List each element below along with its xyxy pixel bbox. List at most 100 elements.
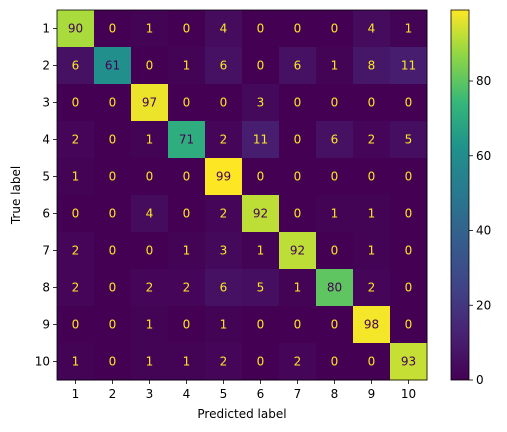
y-tick-label: 8	[42, 281, 50, 295]
cell-value-label: 1	[220, 318, 228, 332]
heatmap-cell	[131, 158, 169, 196]
cell-value-label: 0	[72, 207, 80, 221]
y-tick-label: 10	[35, 355, 50, 369]
x-tick-label: 9	[368, 387, 376, 401]
heatmap-cell	[316, 84, 354, 122]
cell-value-label: 0	[331, 355, 339, 369]
cell-value-label: 0	[109, 244, 117, 258]
y-axis-label: True label	[9, 166, 23, 225]
heatmap-cell	[353, 195, 391, 233]
heatmap-cell	[279, 232, 317, 270]
cell-value-label: 2	[368, 281, 376, 295]
cell-value-label: 0	[109, 355, 117, 369]
heatmap-cell	[205, 47, 243, 85]
heatmap-cell	[205, 158, 243, 196]
heatmap-cell	[57, 306, 95, 344]
heatmap-cell	[57, 121, 95, 159]
heatmap-cell	[57, 10, 95, 48]
y-tick-label: 4	[42, 133, 50, 147]
heatmap-cell	[279, 269, 317, 307]
cell-value-label: 0	[368, 96, 376, 110]
heatmap-cell	[57, 158, 95, 196]
cell-value-label: 2	[220, 355, 228, 369]
cell-value-label: 1	[146, 22, 154, 36]
cell-value-label: 99	[216, 170, 231, 184]
heatmap-cell	[168, 232, 206, 270]
cell-value-label: 0	[183, 96, 191, 110]
heatmap-cell	[279, 121, 317, 159]
heatmap-cell	[353, 158, 391, 196]
cell-value-label: 0	[109, 207, 117, 221]
colorbar-tick-label: 0	[476, 373, 484, 387]
heatmap-cell	[168, 306, 206, 344]
heatmap-cell	[353, 306, 391, 344]
cell-value-label: 0	[109, 133, 117, 147]
cell-value-label: 0	[294, 22, 302, 36]
heatmap-cell	[316, 343, 354, 381]
heatmap-cell	[57, 269, 95, 307]
heatmap-cell	[168, 269, 206, 307]
heatmap-cell	[353, 232, 391, 270]
cell-value-label: 0	[257, 318, 265, 332]
colorbar-tick-label: 60	[476, 149, 491, 163]
heatmap-cell	[279, 195, 317, 233]
heatmap-cell	[390, 10, 428, 48]
cell-value-label: 0	[331, 318, 339, 332]
cell-value-label: 1	[331, 59, 339, 73]
cell-value-label: 2	[220, 207, 228, 221]
cell-value-label: 1	[368, 207, 376, 221]
heatmap-cell	[279, 343, 317, 381]
heatmap-cell	[131, 343, 169, 381]
heatmap-cell	[131, 269, 169, 307]
cell-value-label: 0	[146, 244, 154, 258]
cell-value-label: 1	[257, 244, 265, 258]
cell-value-label: 1	[72, 170, 80, 184]
cell-value-label: 0	[331, 244, 339, 258]
heatmap-cell	[279, 47, 317, 85]
cell-value-label: 6	[294, 59, 302, 73]
y-axis-ticks: 1 2 3 4 5 6 7 8 9 10	[35, 22, 57, 369]
cell-value-label: 0	[294, 207, 302, 221]
heatmap-cell	[316, 158, 354, 196]
heatmap-cell	[279, 10, 317, 48]
x-axis-ticks: 1 2 3 4 5 6 7 8 9 10	[72, 380, 416, 401]
cell-value-label: 11	[401, 59, 416, 73]
heatmap-cell	[205, 121, 243, 159]
heatmap-cell	[316, 232, 354, 270]
heatmap-cell	[242, 121, 280, 159]
cell-value-label: 4	[146, 207, 154, 221]
cell-value-label: 6	[331, 133, 339, 147]
heatmap-cell	[353, 121, 391, 159]
cell-value-label: 0	[183, 207, 191, 221]
cell-value-label: 0	[294, 96, 302, 110]
heatmap-cell	[316, 47, 354, 85]
heatmap-cell	[94, 306, 132, 344]
cell-value-label: 1	[146, 318, 154, 332]
heatmap-cell	[316, 195, 354, 233]
cell-value-label: 3	[220, 244, 228, 258]
cell-value-label: 1	[183, 59, 191, 73]
y-tick-label: 7	[42, 244, 50, 258]
cell-value-label: 0	[109, 281, 117, 295]
heatmap-cell	[316, 306, 354, 344]
cell-value-label: 0	[109, 22, 117, 36]
y-tick-label: 1	[42, 22, 50, 36]
cell-value-label: 0	[257, 59, 265, 73]
heatmap-cell	[94, 84, 132, 122]
cell-value-label: 0	[368, 170, 376, 184]
cell-value-label: 2	[294, 355, 302, 369]
x-tick-label: 6	[257, 387, 265, 401]
heatmap-cell	[168, 10, 206, 48]
cell-value-label: 0	[183, 22, 191, 36]
cell-value-label: 0	[405, 207, 413, 221]
cell-value-label: 4	[368, 22, 376, 36]
cell-value-label: 0	[405, 281, 413, 295]
cell-value-label: 2	[183, 281, 191, 295]
cell-value-label: 90	[68, 22, 83, 36]
colorbar	[450, 9, 470, 381]
y-tick-label: 6	[42, 207, 50, 221]
heatmap-cell	[242, 232, 280, 270]
cell-value-label: 92	[253, 207, 268, 221]
heatmap-cell	[390, 343, 428, 381]
